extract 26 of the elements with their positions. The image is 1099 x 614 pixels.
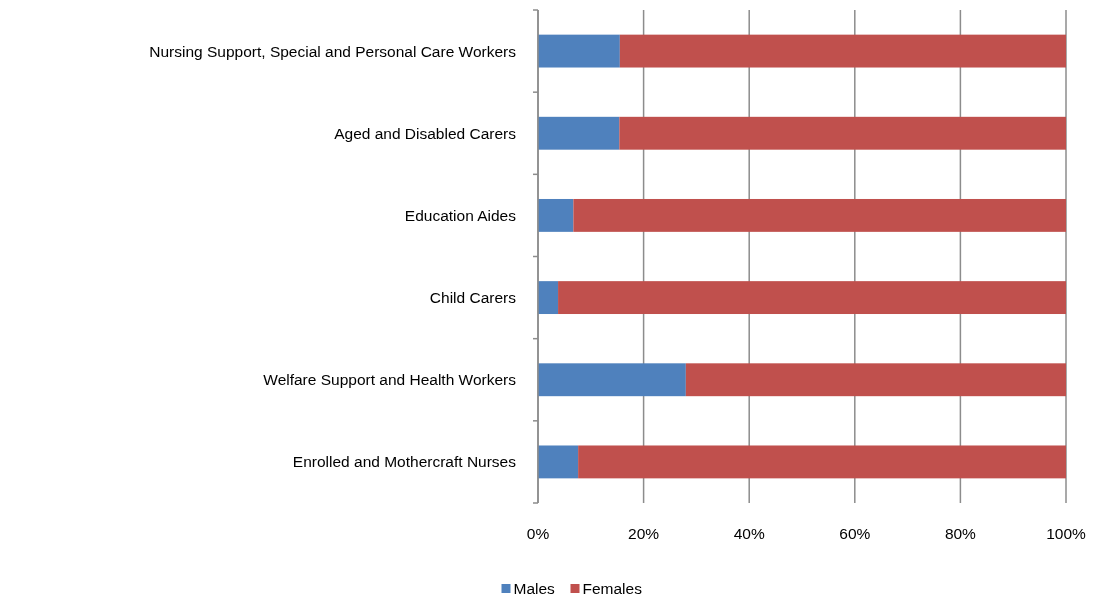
y-tick-label: Child Carers [429, 289, 517, 307]
y-tick-label: Education Aides [404, 206, 517, 224]
bar [538, 363, 686, 397]
legend-label: Males [513, 580, 556, 597]
x-tick-label: 80% [944, 525, 977, 542]
legend-label: Females [582, 580, 643, 597]
x-tick-label: 40% [733, 525, 765, 542]
bar [538, 445, 579, 479]
bar [558, 281, 1066, 315]
bar [538, 281, 559, 315]
bar [538, 198, 574, 232]
bar [538, 116, 620, 150]
bar [538, 34, 620, 68]
bar [619, 116, 1066, 150]
x-tick-label: 100% [1046, 525, 1087, 542]
bar [619, 34, 1066, 68]
y-tick-label: Aged and Disabled Carers [334, 124, 517, 142]
y-tick-label: Enrolled and Mothercraft Nurses [292, 453, 517, 471]
x-tick-label: 20% [628, 525, 660, 542]
bar [685, 363, 1066, 397]
bar [578, 445, 1066, 479]
x-tick-label: 60% [839, 525, 871, 542]
y-tick-label: Welfare Support and Health Workers [263, 371, 517, 389]
y-tick-label: Nursing Support, Special and Personal Care Workers [149, 42, 517, 60]
bar [573, 198, 1066, 232]
x-tick-label: 0% [526, 525, 550, 542]
